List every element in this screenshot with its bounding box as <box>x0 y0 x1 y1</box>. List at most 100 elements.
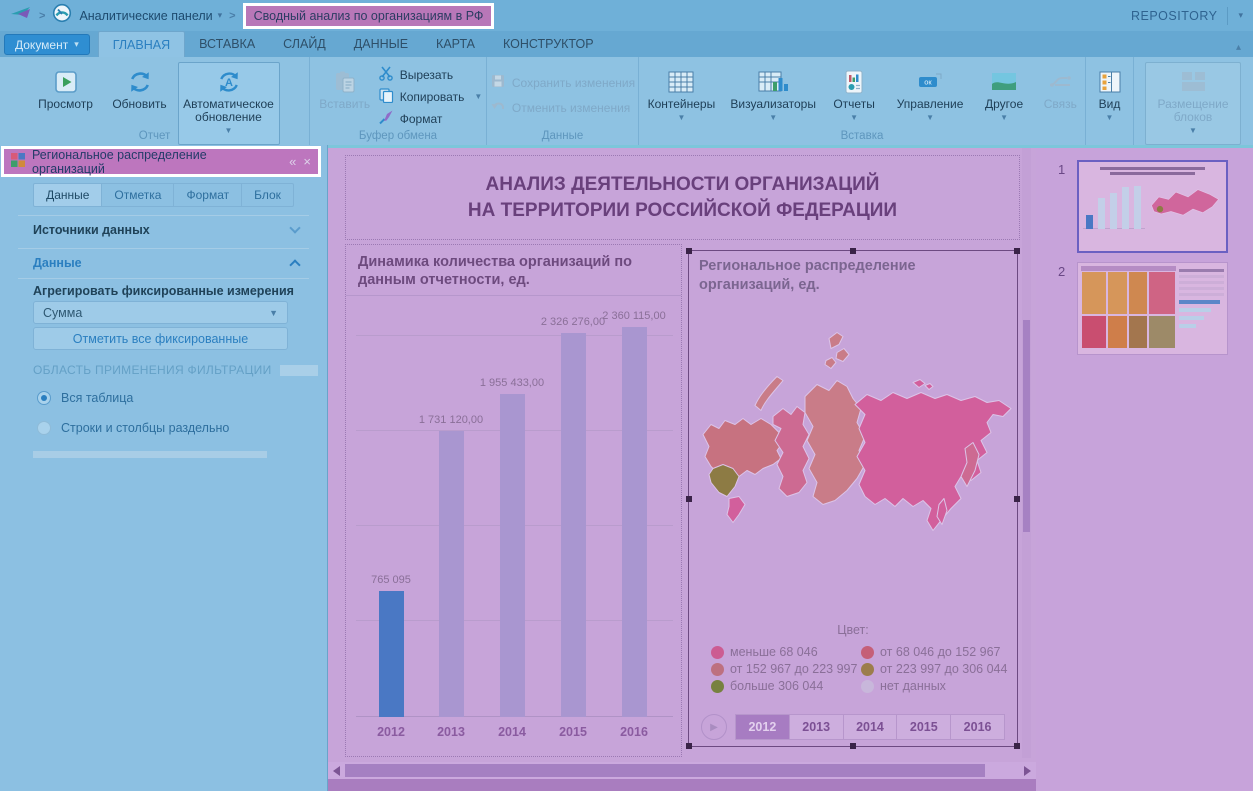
format-label: Формат <box>399 111 443 126</box>
panel-title: Региональное распределение организаций <box>32 147 207 176</box>
breadcrumb-current-document[interactable]: Сводный анализ по организациям в РФ <box>242 2 495 29</box>
format-painter-button[interactable]: Формат <box>378 110 483 127</box>
ribbon-tab-вставка[interactable]: ВСТАВКА <box>199 37 256 51</box>
slide2-thumbnail[interactable] <box>1077 262 1228 355</box>
resize-handle[interactable] <box>850 248 856 254</box>
block-layout-button[interactable]: Размещение блоков ▼ <box>1145 62 1241 145</box>
mark-all-fixed-button[interactable]: Отметить все фиксированные <box>33 327 288 350</box>
dashboards-icon[interactable] <box>52 3 72 28</box>
ribbon-group-label-data: Данные <box>541 130 584 142</box>
reports-button[interactable]: Отчеты ▼ <box>823 62 886 145</box>
play-button[interactable]: ▶ <box>701 714 727 740</box>
resize-handle[interactable] <box>686 743 692 749</box>
bar-2014[interactable] <box>500 394 525 717</box>
refresh-button[interactable]: Обновить <box>104 62 176 145</box>
containers-button[interactable]: Контейнеры ▼ <box>639 62 724 145</box>
bar-2013[interactable] <box>439 431 464 717</box>
data-section-header[interactable]: Данные <box>33 256 301 271</box>
copy-button[interactable]: Копировать ▼ <box>378 88 483 105</box>
x-axis-label-2013: 2013 <box>437 725 465 739</box>
ribbon-tab-карта[interactable]: КАРТА <box>436 37 475 51</box>
vertical-scrollbar[interactable] <box>1022 148 1031 758</box>
bar-2015[interactable] <box>561 333 586 717</box>
bar-value-label: 2 360 115,00 <box>602 310 666 322</box>
resize-handle[interactable] <box>686 495 692 502</box>
save-changes-label: Сохранить изменения <box>511 75 636 90</box>
map-block-selected[interactable]: Региональное распределение организаций, … <box>686 248 1020 749</box>
close-panel-icon[interactable]: × <box>303 154 311 169</box>
refresh-label: Обновить <box>112 97 167 111</box>
bar-chart-block[interactable]: Динамика количества организаций по данны… <box>345 244 682 757</box>
panel-tab-блок[interactable]: Блок <box>242 183 294 207</box>
visualizers-button[interactable]: Визуализаторы ▼ <box>726 62 821 145</box>
save-changes-button[interactable]: Сохранить изменения <box>490 74 635 91</box>
map-title: Региональное распределение организаций, … <box>699 258 916 293</box>
horizontal-scrollbar-thumb[interactable] <box>345 764 985 777</box>
ok-control-icon: ок <box>915 66 945 98</box>
year-button-2012[interactable]: 2012 <box>735 714 790 740</box>
other-button[interactable]: Другое ▼ <box>974 62 1033 145</box>
collapse-panel-icon[interactable]: « <box>289 154 297 169</box>
chevron-down-icon: ▼ <box>474 92 483 101</box>
resize-handle[interactable] <box>1014 743 1020 749</box>
app-logo-icon[interactable] <box>10 6 32 25</box>
management-button[interactable]: ок Управление ▼ <box>888 62 973 145</box>
paste-button[interactable]: Вставить <box>314 62 376 145</box>
year-button-2016[interactable]: 2016 <box>951 714 1005 740</box>
horizontal-scrollbar[interactable] <box>328 762 1036 779</box>
bar-2016[interactable] <box>622 327 647 717</box>
repository-chevron-down-icon[interactable]: ▾ <box>1238 10 1243 20</box>
panel-scrollbar[interactable] <box>33 451 267 458</box>
radio-rows-cols[interactable]: Строки и столбцы раздельно <box>37 421 229 435</box>
breadcrumb: > Аналитические панели ▾ > Сводный анализ… <box>10 0 495 31</box>
slide1-thumbnail[interactable] <box>1077 160 1228 253</box>
year-button-2013[interactable]: 2013 <box>789 714 844 740</box>
repository-label[interactable]: REPOSITORY <box>1130 8 1218 23</box>
breadcrumb-analytic-panels[interactable]: Аналитические панели ▾ <box>79 9 222 23</box>
visualizers-label: Визуализаторы <box>730 97 816 111</box>
year-button-2014[interactable]: 2014 <box>843 714 898 740</box>
resize-handle[interactable] <box>1014 495 1020 502</box>
ribbon-collapse-icon[interactable]: ▴ <box>1235 42 1241 53</box>
undo-changes-label: Отменить изменения <box>511 100 631 115</box>
ribbon-tab-конструктор[interactable]: КОНСТРУКТОР <box>503 37 594 51</box>
view-button[interactable]: Вид ▼ <box>1088 62 1132 145</box>
russia-choropleth-map[interactable] <box>689 306 1019 616</box>
slide-title-block[interactable]: АНАЛИЗ ДЕЯТЕЛЬНОСТИ ОРГАНИЗАЦИЙ НА ТЕРРИ… <box>345 155 1020 240</box>
ribbon-tab-главная[interactable]: ГЛАВНАЯ <box>97 31 186 57</box>
scroll-right-arrow-icon[interactable] <box>1024 765 1031 776</box>
bar-value-label: 1 955 433,00 <box>479 377 545 389</box>
ribbon-tab-данные[interactable]: ДАННЫЕ <box>353 37 409 51</box>
breadcrumb-separator: > <box>229 9 236 22</box>
panel-header[interactable]: Региональное распределение организаций «… <box>1 146 321 177</box>
auto-refresh-button[interactable]: A Автоматическое обновление ▼ <box>177 62 280 145</box>
resize-handle[interactable] <box>850 743 856 749</box>
chevron-down-icon: ▼ <box>926 113 935 122</box>
panel-tab-данные[interactable]: Данные <box>33 183 103 207</box>
radio-whole-table[interactable]: Вся таблица <box>37 391 133 405</box>
undo-changes-button[interactable]: Отменить изменения <box>490 99 635 116</box>
document-menu-button[interactable]: Документ ▾ <box>4 34 90 55</box>
resize-handle[interactable] <box>1014 248 1020 254</box>
preview-button[interactable]: Просмотр <box>30 62 102 145</box>
aggregate-method-select[interactable]: Сумма ▼ <box>33 301 288 324</box>
sources-section-label: Источники данных <box>33 223 150 237</box>
thumb-treemap-header <box>1081 266 1176 271</box>
link-button[interactable]: Связь <box>1036 62 1085 145</box>
panel-tab-формат[interactable]: Формат <box>174 183 243 207</box>
bar-2012[interactable] <box>379 591 404 717</box>
panel-tab-отметка[interactable]: Отметка <box>102 183 175 207</box>
scroll-left-arrow-icon[interactable] <box>333 765 340 776</box>
slide2-number: 2 <box>1058 264 1066 279</box>
aggregate-dimensions-label: Агрегировать фиксированные измерения <box>33 284 294 298</box>
resize-handle[interactable] <box>686 248 692 254</box>
chevron-down-icon: ▼ <box>1000 113 1009 122</box>
legend-color-dot <box>861 662 874 676</box>
year-button-2015[interactable]: 2015 <box>897 714 952 740</box>
cut-button[interactable]: Вырезать <box>378 66 483 83</box>
slide-canvas[interactable]: АНАЛИЗ ДЕЯТЕЛЬНОСТИ ОРГАНИЗАЦИЙ НА ТЕРРИ… <box>328 148 1036 791</box>
filter-scope-caption: ОБЛАСТЬ ПРИМЕНЕНИЯ ФИЛЬТРАЦИИ <box>33 363 272 377</box>
sources-section-header[interactable]: Источники данных <box>33 222 301 237</box>
vertical-scrollbar-thumb[interactable] <box>1023 320 1030 532</box>
ribbon-tab-слайд[interactable]: СЛАЙД <box>283 37 326 51</box>
